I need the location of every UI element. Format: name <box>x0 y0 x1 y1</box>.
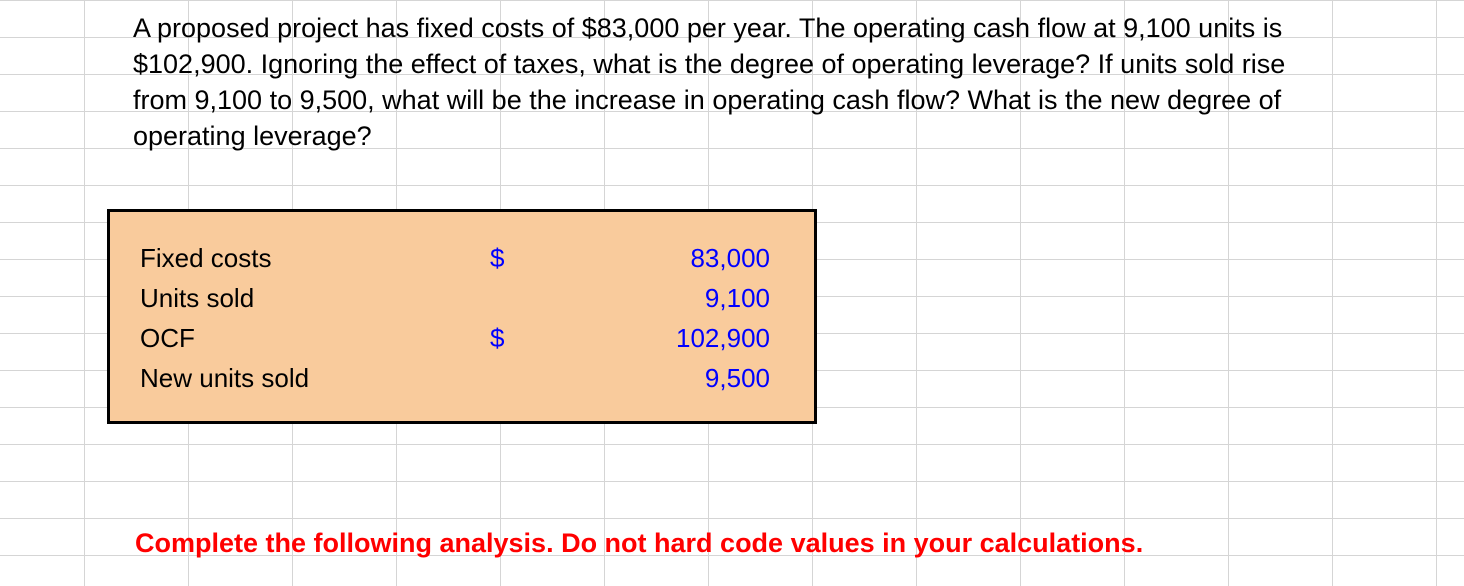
fixed-costs-value: 83,000 <box>550 243 770 274</box>
dollar-sign: $ <box>490 323 550 354</box>
dollar-sign: $ <box>490 243 550 274</box>
ocf-value: 102,900 <box>550 323 770 354</box>
units-sold-value: 9,100 <box>550 283 770 314</box>
problem-statement: A proposed project has fixed costs of $8… <box>133 10 1288 154</box>
fixed-costs-label: Fixed costs <box>140 243 490 274</box>
spreadsheet-area[interactable]: A proposed project has fixed costs of $8… <box>0 0 1464 586</box>
ocf-label: OCF <box>140 323 490 354</box>
table-row: OCF $ 102,900 <box>140 318 788 358</box>
units-sold-label: Units sold <box>140 283 490 314</box>
new-units-sold-value: 9,500 <box>550 363 770 394</box>
table-row: Units sold 9,100 <box>140 278 788 318</box>
new-units-sold-label: New units sold <box>140 363 490 394</box>
instruction-text: Complete the following analysis. Do not … <box>135 528 1143 559</box>
table-row: Fixed costs $ 83,000 <box>140 238 788 278</box>
input-data-box: Fixed costs $ 83,000 Units sold 9,100 OC… <box>107 209 817 424</box>
table-row: New units sold 9,500 <box>140 358 788 398</box>
